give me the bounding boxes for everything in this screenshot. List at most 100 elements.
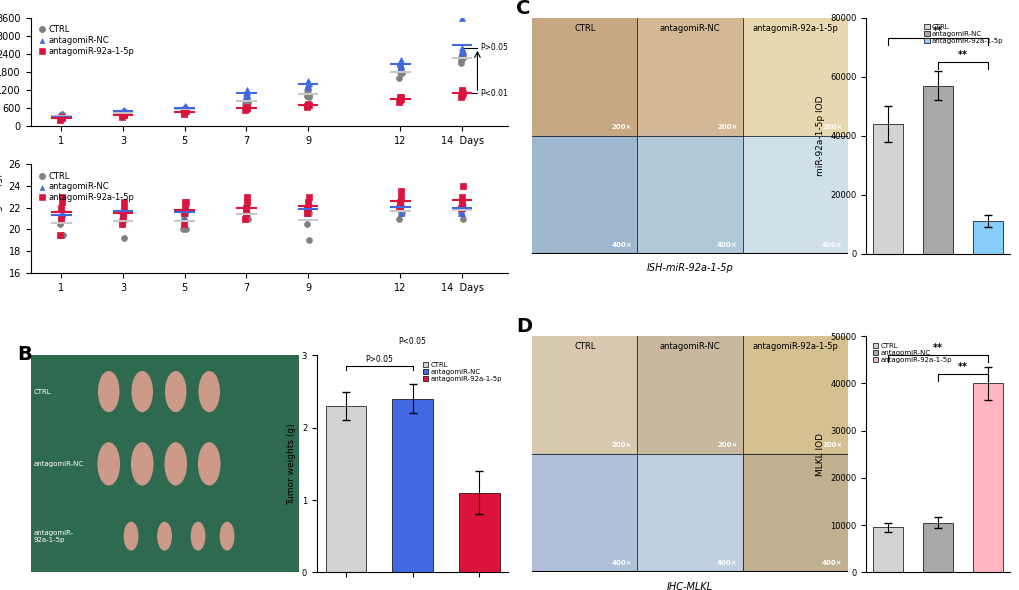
Point: [54, 109, 70, 119]
Point: [391, 203, 408, 212]
Point: [452, 58, 469, 68]
Bar: [392, 399, 432, 572]
Text: 400×: 400×: [611, 242, 632, 248]
Point: [300, 198, 316, 207]
Text: 400×: 400×: [821, 242, 842, 248]
Point: [392, 92, 409, 101]
Text: CTRL: CTRL: [574, 342, 595, 351]
Point: [115, 203, 131, 212]
Text: **: **: [932, 343, 943, 353]
Point: [453, 203, 470, 212]
Point: [238, 208, 255, 218]
Point: [299, 88, 315, 98]
Point: [393, 69, 410, 78]
Point: [299, 208, 315, 218]
Point: [300, 100, 316, 109]
Point: [391, 64, 408, 74]
Bar: [532, 454, 637, 572]
Point: [177, 106, 194, 116]
Point: [300, 203, 316, 212]
Point: [115, 106, 131, 116]
Point: [176, 203, 193, 212]
Point: [237, 88, 254, 98]
Text: D: D: [516, 317, 532, 336]
Point: [53, 203, 69, 212]
Point: [237, 105, 254, 114]
Point: [238, 86, 255, 95]
Point: [300, 203, 316, 212]
Text: **: **: [932, 26, 943, 36]
Point: [176, 208, 193, 218]
Bar: [972, 384, 1003, 572]
Point: [454, 198, 471, 207]
Point: [177, 198, 194, 207]
Point: [454, 203, 471, 212]
Point: [237, 208, 254, 218]
Point: [176, 104, 193, 113]
Point: [115, 208, 131, 218]
Point: [176, 208, 193, 218]
Point: [452, 55, 469, 65]
Point: [236, 99, 253, 109]
Point: [238, 103, 255, 113]
Point: [300, 99, 316, 109]
Point: [175, 105, 192, 114]
Text: ISH-miR-92a-1-5p: ISH-miR-92a-1-5p: [646, 263, 733, 273]
Point: [453, 192, 470, 202]
Point: [177, 198, 194, 207]
Point: [175, 214, 192, 223]
Ellipse shape: [158, 522, 171, 550]
Text: B: B: [17, 345, 32, 363]
Point: [392, 198, 409, 207]
Point: [238, 192, 255, 202]
Point: [452, 92, 469, 101]
Point: [177, 104, 194, 114]
Bar: [637, 336, 742, 454]
Ellipse shape: [98, 443, 119, 485]
Point: [237, 94, 254, 104]
Point: [54, 212, 70, 221]
Point: [115, 208, 131, 218]
Point: [392, 198, 409, 207]
Bar: [872, 527, 902, 572]
Point: [176, 103, 193, 112]
Legend: CTRL, antagomiR-NC, antagomiR-92a-1-5p: CTRL, antagomiR-NC, antagomiR-92a-1-5p: [35, 22, 138, 59]
Point: [301, 92, 317, 101]
Text: antagomiR-NC: antagomiR-NC: [659, 24, 719, 32]
Point: [299, 83, 315, 92]
Text: antagomiR-92a-1-5p: antagomiR-92a-1-5p: [752, 342, 838, 351]
Point: [453, 86, 470, 95]
Text: 200×: 200×: [611, 124, 632, 130]
Point: [177, 203, 194, 212]
Legend: CTRL, antagomiR-NC, antagomiR-92a-1-5p: CTRL, antagomiR-NC, antagomiR-92a-1-5p: [420, 359, 504, 385]
Point: [54, 192, 70, 202]
Text: 400×: 400×: [716, 560, 737, 566]
Point: [54, 112, 70, 121]
Point: [453, 48, 470, 57]
Bar: [922, 86, 952, 254]
Point: [53, 214, 69, 223]
Bar: [532, 336, 637, 454]
Point: [239, 97, 256, 107]
Point: [54, 198, 70, 207]
Point: [301, 78, 317, 87]
Point: [114, 106, 130, 116]
Ellipse shape: [165, 372, 185, 411]
Point: [392, 61, 409, 71]
Point: [177, 203, 194, 212]
Point: [452, 203, 469, 212]
Bar: [637, 18, 742, 136]
Point: [391, 203, 408, 212]
Point: [52, 219, 68, 229]
Point: [237, 208, 254, 218]
Point: [237, 103, 254, 112]
Bar: [972, 221, 1003, 254]
Point: [299, 219, 315, 229]
Point: [115, 208, 131, 218]
Point: [453, 87, 470, 96]
Point: [53, 113, 69, 122]
Point: [114, 110, 130, 119]
Point: [239, 214, 256, 223]
Point: [177, 102, 194, 112]
Point: [237, 214, 254, 223]
